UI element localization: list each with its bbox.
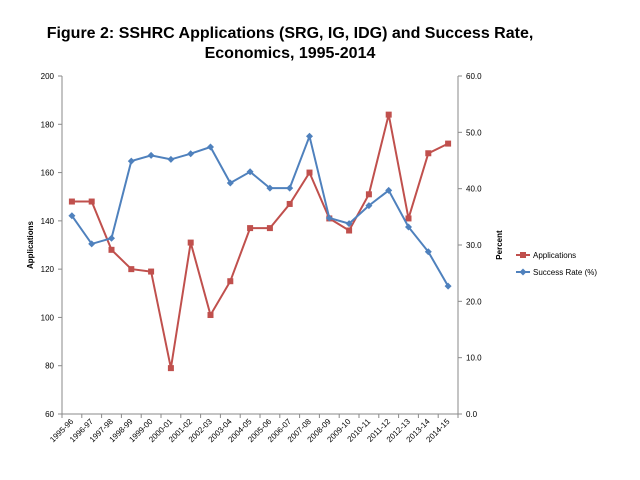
y-right-axis-title: Percent — [495, 230, 504, 260]
y-right-tick-label: 10.0 — [466, 354, 482, 363]
applications-point — [128, 266, 135, 273]
success-rate-point — [405, 223, 412, 231]
series-line-success-rate — [71, 132, 449, 287]
y-left-tick-label: 100 — [41, 313, 55, 322]
success-rate-point — [246, 168, 254, 176]
success-rate-point — [68, 212, 76, 220]
success-rate-point — [444, 282, 452, 290]
success-rate-point — [385, 186, 393, 194]
success-rate-point — [325, 214, 333, 222]
series-line-applications — [71, 114, 449, 369]
applications-point — [148, 268, 155, 275]
applications-point — [68, 198, 75, 205]
y-left-tick-label: 140 — [41, 217, 55, 226]
applications-point — [385, 111, 392, 118]
y-right-tick-label: 30.0 — [466, 241, 482, 250]
y-right-tick-label: 50.0 — [466, 128, 482, 137]
success-rate-point — [147, 151, 155, 159]
y-right-tick-label: 20.0 — [466, 297, 482, 306]
y-left-axis-title: Applications — [26, 220, 35, 269]
applications-point — [306, 169, 313, 176]
success-rate-point — [187, 150, 195, 158]
success-rate-point — [286, 184, 294, 192]
applications-point — [88, 198, 95, 205]
y-left-tick-label: 160 — [41, 169, 55, 178]
y-left-tick-label: 80 — [45, 362, 54, 371]
success-rate-point — [365, 202, 373, 210]
chart-title-line-2: Economics, 1995-2014 — [204, 45, 376, 62]
applications-point — [445, 140, 452, 147]
success-rate-point — [306, 132, 313, 140]
success-rate-point — [266, 184, 274, 192]
chart-title-line-1: Figure 2: SSHRC Applications (SRG, IG, I… — [46, 25, 534, 42]
success-rate-point — [88, 240, 96, 248]
applications-point — [227, 278, 234, 285]
applications-point — [266, 225, 273, 232]
legend-label-success-rate: Success Rate (%) — [533, 268, 597, 277]
y-left-tick-label: 180 — [41, 120, 55, 129]
y-left-tick-label: 200 — [41, 72, 55, 81]
applications-point — [108, 246, 115, 253]
success-rate-point — [207, 143, 214, 151]
y-right-tick-label: 60.0 — [466, 72, 482, 81]
applications-point — [405, 215, 412, 222]
applications-point — [365, 191, 372, 198]
chart-title: Figure 2: SSHRC Applications (SRG, IG, I… — [0, 24, 580, 64]
success-rate-point — [345, 220, 353, 228]
y-left-tick-label: 60 — [45, 410, 54, 419]
y-left-tick-label: 120 — [41, 265, 55, 274]
success-rate-point — [108, 234, 115, 242]
success-rate-point — [424, 248, 432, 256]
legend-marker-success-rate — [519, 268, 527, 276]
success-rate-point — [226, 179, 234, 187]
applications-point — [425, 150, 432, 157]
legend-label-applications: Applications — [533, 251, 576, 260]
applications-point — [167, 365, 174, 372]
y-right-tick-label: 0.0 — [466, 410, 478, 419]
applications-point — [247, 225, 254, 232]
legend-marker-applications — [520, 252, 526, 258]
applications-point — [187, 239, 194, 246]
applications-point — [207, 312, 214, 319]
applications-point — [286, 200, 293, 207]
success-rate-point — [167, 155, 175, 163]
y-right-tick-label: 40.0 — [466, 185, 482, 194]
success-rate-point — [127, 157, 135, 165]
applications-point — [346, 227, 353, 234]
